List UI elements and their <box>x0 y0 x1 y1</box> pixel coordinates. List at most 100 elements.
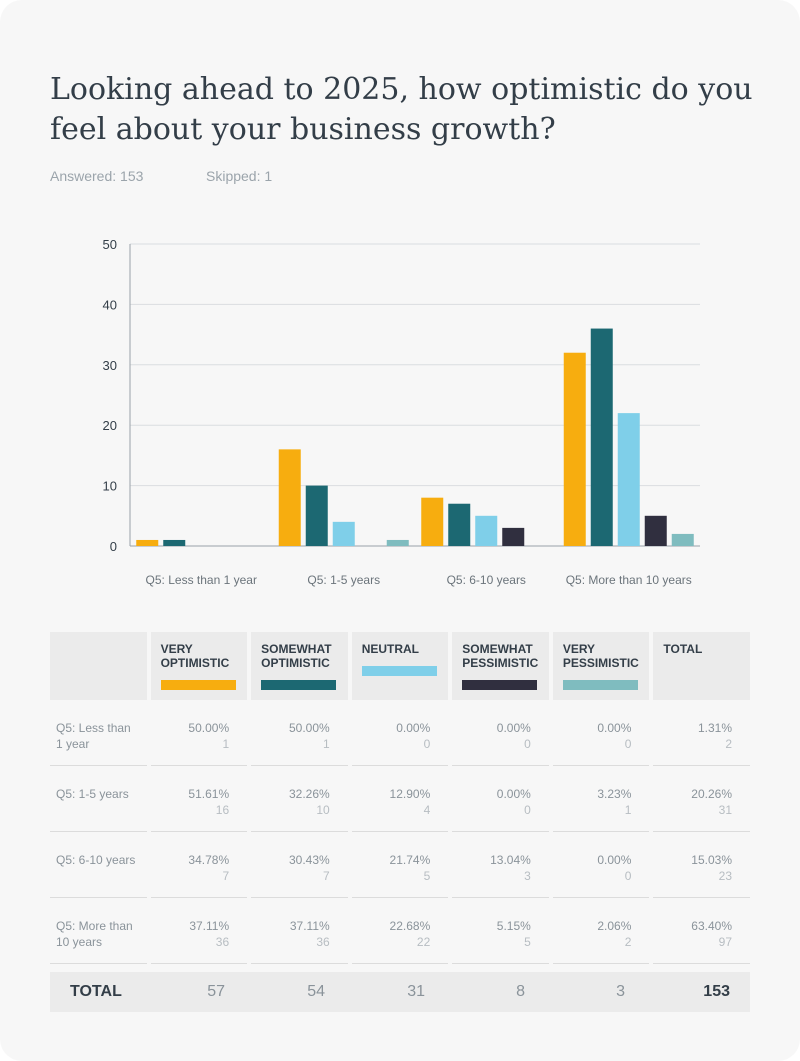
cell-count: 0 <box>423 737 431 751</box>
y-tick-label: 0 <box>110 539 117 554</box>
cell-percent: 34.78% <box>188 853 230 867</box>
table-cell: 32.26% 10 <box>251 766 348 832</box>
table-cell: 13.04% 3 <box>452 832 549 898</box>
cell-percent: 50.00% <box>288 721 330 735</box>
cell-count: 0 <box>524 737 531 751</box>
table-header-row: VERY OPTIMISTIC SOMEWHAT OPTIMISTIC NEUTRA… <box>50 632 750 700</box>
cell-count: 5 <box>423 869 431 883</box>
table-cell: 22.68% 22 <box>351 898 449 964</box>
legend-swatch <box>261 680 337 690</box>
column-header: NEUTRAL <box>351 632 449 700</box>
cell-count: 3 <box>524 869 531 883</box>
cell-percent: 2.06% <box>597 919 632 933</box>
bar <box>332 521 355 546</box>
column-header: SOMEWHAT PESSIMISTIC <box>452 632 549 700</box>
table-cell: 0.00% 0 <box>552 700 650 766</box>
question-title: Looking ahead to 2025, how optimistic do… <box>50 72 753 147</box>
cell-count: 23 <box>718 869 732 883</box>
cell-percent: 1.31% <box>697 721 732 735</box>
legend-swatch <box>462 680 538 690</box>
table-cell: 15.03% 23 <box>653 832 750 898</box>
column-header: TOTAL <box>653 632 750 700</box>
table-cell: 3.23% 1 <box>552 766 650 832</box>
bar <box>421 497 444 546</box>
table-cell: 1.31% 2 <box>653 700 750 766</box>
bar-chart: 0 10 20 30 40 50 Q5: Less than 1 year Q5: 1-5 y… <box>103 237 700 587</box>
cell-percent: 63.40% <box>691 919 732 933</box>
cell-percent: 13.04% <box>490 853 531 867</box>
cell-count: 5 <box>524 935 531 949</box>
cell-count: 31 <box>718 803 732 817</box>
cell-count: 97 <box>718 935 732 949</box>
table-cell: 5.15% 5 <box>452 898 549 964</box>
column-header-label: VERY PESSIMISTIC <box>562 642 639 670</box>
table-cell: 30.43% 7 <box>251 832 348 898</box>
results-table: VERY OPTIMISTIC SOMEWHAT OPTIMISTIC NEUTRA… <box>46 632 754 964</box>
answered-count: Answered: 153 <box>50 168 144 184</box>
column-header-label: SOMEWHAT OPTIMISTIC <box>261 642 332 670</box>
bar <box>644 515 667 546</box>
x-category-label: Q5: More than 10 years <box>566 573 692 587</box>
cell-count: 4 <box>423 803 431 817</box>
bar <box>305 485 328 546</box>
cell-count: 0 <box>624 737 632 751</box>
cell-count: 22 <box>416 935 431 949</box>
cell-count: 0 <box>524 803 531 817</box>
table-cell: 50.00% 1 <box>251 700 348 766</box>
table-row: Q5: Less than 1 year 50.00% 1 50.00% 1 0.00% 0… <box>50 700 750 766</box>
table-cell: 20.26% 31 <box>653 766 750 832</box>
column-total: 8 <box>516 983 525 1000</box>
row-label: Q5: More than 10 years <box>50 898 147 964</box>
column-header: VERY OPTIMISTIC <box>150 632 248 700</box>
bar <box>136 539 159 546</box>
column-header-label: SOMEWHAT PESSIMISTIC <box>462 642 539 670</box>
table-cell: 2.06% 2 <box>552 898 650 964</box>
cell-percent: 37.11% <box>289 919 330 933</box>
cell-percent: 30.43% <box>288 853 330 867</box>
table-cell: 21.74% 5 <box>351 832 449 898</box>
y-tick-label: 30 <box>103 358 117 373</box>
cell-percent: 15.03% <box>691 853 732 867</box>
row-label: Q5: 6-10 years <box>50 832 147 898</box>
legend-swatch <box>160 680 236 690</box>
cell-percent: 0.00% <box>396 721 431 735</box>
legend-swatch <box>562 680 638 690</box>
table-row: Q5: More than 10 years 37.11% 36 37.11% 36 22… <box>50 898 750 964</box>
bar <box>617 413 640 546</box>
cell-percent: 12.90% <box>389 787 431 801</box>
table-cell: 51.61% 16 <box>150 766 248 832</box>
column-header: VERY PESSIMISTIC <box>552 632 650 700</box>
cell-percent: 0.00% <box>496 721 531 735</box>
cell-percent: 51.61% <box>188 787 230 801</box>
cell-count: 0 <box>624 869 632 883</box>
cell-count: 36 <box>215 935 230 949</box>
cell-percent: 0.00% <box>597 853 632 867</box>
cell-percent: 5.15% <box>496 919 531 933</box>
cell-percent: 32.26% <box>288 787 330 801</box>
y-tick-label: 50 <box>103 237 117 252</box>
column-total: 31 <box>407 983 425 1000</box>
table-cell: 0.00% 0 <box>351 700 449 766</box>
bar <box>502 527 525 546</box>
totals-row: TOTAL 57 54 31 8 3 153 <box>50 972 750 1012</box>
grand-total: 153 <box>703 983 730 1000</box>
table-body: Q5: Less than 1 year 50.00% 1 50.00% 1 0.00% 0… <box>50 700 750 964</box>
column-header-label: NEUTRAL <box>361 642 420 656</box>
bar <box>590 328 613 546</box>
table-row: Q5: 6-10 years 34.78% 7 30.43% 7 21.74% 5 13.04… <box>50 832 750 898</box>
cell-count: 1 <box>222 737 230 751</box>
legend-swatch <box>361 666 437 676</box>
y-tick-label: 10 <box>103 479 117 494</box>
bar <box>448 503 471 546</box>
bar <box>563 352 586 546</box>
bar <box>163 539 186 546</box>
table-cell: 34.78% 7 <box>150 832 248 898</box>
x-category-label: Q5: Less than 1 year <box>146 573 257 587</box>
cell-count: 1 <box>323 737 330 751</box>
x-category-label: Q5: 1-5 years <box>307 573 380 587</box>
table-cell: 12.90% 4 <box>351 766 449 832</box>
cell-count: 16 <box>215 803 230 817</box>
header-blank <box>50 632 147 700</box>
cell-percent: 50.00% <box>188 721 230 735</box>
